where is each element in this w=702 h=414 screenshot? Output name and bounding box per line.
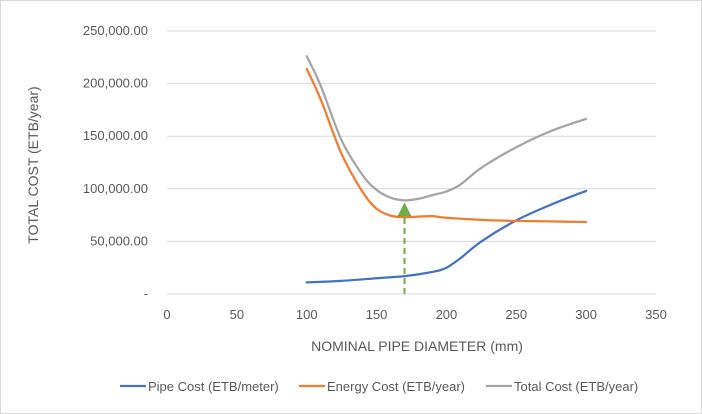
y-tick-label: 100,000.00 — [83, 181, 148, 196]
y-tick-label: 250,000.00 — [83, 23, 148, 38]
y-tick-label: - — [144, 286, 148, 301]
x-tick-label: 0 — [163, 307, 170, 322]
x-tick-label: 300 — [575, 307, 597, 322]
x-tick-label: 100 — [296, 307, 318, 322]
series-line-total — [305, 55, 588, 202]
x-tick-label: 50 — [230, 307, 244, 322]
legend-label-total: Total Cost (ETB/year) — [514, 379, 638, 394]
y-tick-label: 200,000.00 — [83, 76, 148, 91]
x-tick-label: 250 — [505, 307, 527, 322]
y-tick-label: 150,000.00 — [83, 128, 148, 143]
series-line-pipe — [305, 189, 588, 284]
x-axis-ticks: 0 50 100 150 200 250 300 350 — [163, 307, 666, 322]
series-lines — [305, 55, 588, 284]
x-tick-label: 350 — [645, 307, 667, 322]
annotation-arrow — [397, 202, 412, 294]
annotation-arrowhead — [397, 202, 412, 217]
series-line-energy — [305, 67, 588, 224]
x-axis-title: NOMINAL PIPE DIAMETER (mm) — [311, 338, 523, 354]
x-tick-label: 150 — [366, 307, 388, 322]
legend: Pipe Cost (ETB/meter) Energy Cost (ETB/ye… — [120, 379, 638, 394]
y-axis-title: TOTAL COST (ETB/year) — [25, 86, 41, 243]
gridlines — [167, 30, 656, 295]
x-tick-label: 200 — [436, 307, 458, 322]
y-tick-label: 50,000.00 — [90, 233, 148, 248]
legend-label-energy: Energy Cost (ETB/year) — [327, 379, 465, 394]
legend-label-pipe: Pipe Cost (ETB/meter) — [148, 379, 279, 394]
y-axis-ticks: - 50,000.00 100,000.00 150,000.00 200,000.00… — [83, 23, 148, 301]
